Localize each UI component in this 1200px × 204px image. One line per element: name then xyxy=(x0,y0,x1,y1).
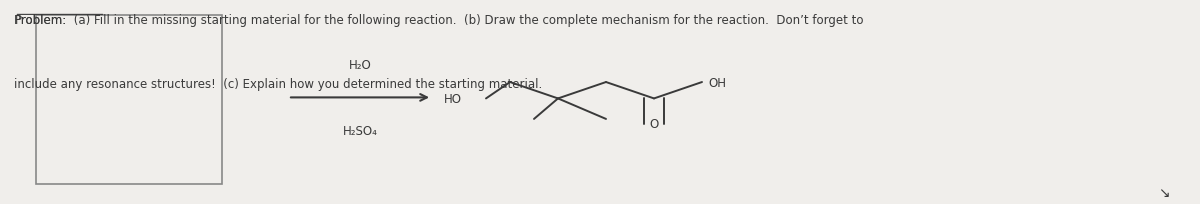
Text: Problem:  (a) Fill in the missing starting material for the following reaction. : Problem: (a) Fill in the missing startin… xyxy=(14,14,864,27)
Text: ↘: ↘ xyxy=(1158,185,1170,199)
Text: Problem:: Problem: xyxy=(14,14,67,27)
Text: H₂O: H₂O xyxy=(349,59,371,71)
Text: OH: OH xyxy=(708,76,726,89)
Text: H₂SO₄: H₂SO₄ xyxy=(342,124,378,137)
Text: HO: HO xyxy=(444,92,462,105)
Text: include any resonance structures!  (c) Explain how you determined the starting m: include any resonance structures! (c) Ex… xyxy=(14,78,542,90)
Text: O: O xyxy=(649,118,659,131)
